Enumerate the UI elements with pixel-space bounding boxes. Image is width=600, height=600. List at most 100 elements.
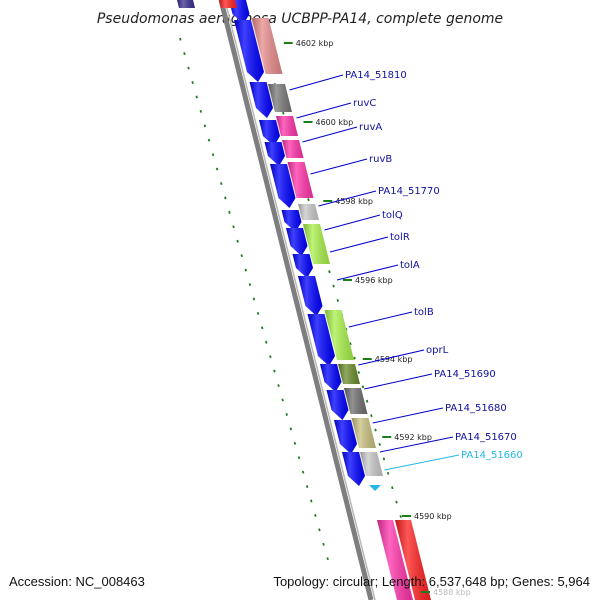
tick-dot — [328, 270, 331, 274]
label-leader-line — [310, 158, 368, 175]
tick-dot — [399, 515, 402, 518]
tick-dot — [215, 167, 219, 171]
tick-dot — [361, 385, 365, 389]
tick-dot — [297, 456, 301, 460]
tick-dot — [382, 457, 386, 461]
gene-block-shade — [344, 388, 368, 414]
tick-dot — [220, 182, 223, 185]
kbp-label: 4600 kbp — [316, 118, 354, 127]
forward-cds-block-shade — [320, 364, 342, 392]
tick-dot — [353, 356, 356, 360]
gene-label[interactable]: tolA — [400, 260, 420, 271]
tick-dot — [395, 500, 398, 504]
label-leader-line — [289, 74, 344, 91]
feature-stub-shade — [177, 0, 195, 8]
forward-cds-block-shade — [298, 276, 323, 316]
gene-label[interactable]: PA14_51770 — [378, 186, 440, 197]
tick-dot — [282, 111, 285, 115]
tick-dot — [293, 441, 297, 445]
kbp-label: 4590 kbp — [414, 512, 452, 521]
gene-label[interactable]: PA14_51810 — [345, 70, 407, 81]
map-title: Pseudomonas aeruginosa UCBPP-PA14, compl… — [97, 11, 503, 27]
tick-dot — [378, 443, 381, 446]
tick-dot — [365, 399, 369, 403]
tick-dot — [307, 198, 310, 202]
tick-dot — [326, 557, 329, 561]
forward-cds-block-shade — [281, 210, 302, 232]
tick-dot — [232, 225, 235, 229]
gene-block-shade — [395, 520, 431, 600]
tick-dot — [357, 371, 360, 374]
label-leader-line — [379, 436, 454, 453]
tick-dot — [228, 210, 231, 214]
tick-dot — [256, 311, 260, 315]
tick-dot — [211, 153, 215, 157]
backbone-line — [218, 0, 374, 600]
gene-block-shade — [298, 204, 319, 220]
accession-text: Accession: NC_008463 — [9, 574, 145, 589]
forward-cds-block-shade — [249, 82, 273, 118]
gene-block-shade — [377, 520, 413, 600]
gene-label[interactable]: ruvB — [369, 154, 392, 165]
gene-label[interactable]: ruvC — [353, 98, 376, 109]
kbp-label: 4592 kbp — [394, 433, 432, 442]
forward-cds-block-shade — [292, 254, 313, 278]
tick-dot — [195, 95, 198, 99]
backbone-highlight — [224, 0, 376, 600]
gene-label[interactable]: tolQ — [382, 210, 403, 221]
genome-backbone — [218, 0, 376, 600]
gene-block-shade — [351, 418, 376, 448]
tick-dot — [391, 486, 394, 490]
tick-dot — [277, 384, 280, 387]
tick-dot — [179, 37, 182, 41]
kbp-tick-marks: 4602 kbp 4600 kbp 4598 kbp 4596 kbp 4594 kbp… — [283, 39, 471, 597]
tick-dot — [332, 284, 335, 288]
gene-label[interactable]: tolB — [414, 307, 434, 318]
tick-dot — [336, 298, 340, 302]
tick-dot — [240, 254, 243, 258]
tick-dot — [187, 66, 190, 70]
highlight-marker — [369, 485, 381, 491]
forward-cds-block-shade — [259, 120, 280, 146]
tick-dot — [322, 542, 325, 546]
tick-dot — [318, 528, 321, 532]
gene-label[interactable]: PA14_51690 — [434, 369, 496, 380]
label-leader-line — [302, 126, 358, 143]
kbp-label: 4588 kbp — [433, 588, 471, 597]
gene-label[interactable]: ruvA — [359, 122, 382, 133]
tick-dot — [260, 326, 264, 330]
tick-dot — [281, 398, 284, 402]
gene-label[interactable]: PA14_51670 — [455, 432, 517, 443]
label-leader-line — [329, 236, 389, 253]
kbp-label: 4598 kbp — [335, 197, 373, 206]
tick-dot — [203, 124, 207, 128]
tick-dot — [265, 340, 268, 344]
gene-label[interactable]: PA14_51660 — [461, 450, 523, 461]
gene-block-shade — [251, 18, 283, 74]
label-leader-line — [296, 102, 352, 119]
label-leader-line — [364, 373, 433, 390]
gene-labels: PA14_51810 ruvC ruvA ruvB PA14_51770 tolQ tolR… — [289, 70, 523, 471]
gene-label[interactable]: tolR — [390, 232, 410, 243]
tick-dot — [199, 109, 203, 113]
gene-label[interactable]: oprL — [426, 345, 449, 356]
tick-dot — [244, 268, 248, 272]
gene-label[interactable]: PA14_51680 — [445, 403, 507, 414]
forward-cds-block-shade — [326, 390, 349, 420]
label-leader-line — [358, 349, 425, 366]
label-leader-line — [384, 454, 460, 471]
kbp-label: 4594 kbp — [375, 355, 413, 364]
label-leader-line — [348, 311, 413, 328]
gene-block-shade — [287, 162, 314, 198]
tick-dot — [248, 283, 252, 286]
gene-features — [177, 0, 431, 600]
gene-block-shade — [303, 224, 330, 264]
tick-dot — [252, 297, 256, 301]
gene-block-shade — [324, 310, 354, 360]
tick-dot — [207, 138, 211, 142]
forward-cds-block-shade — [234, 20, 264, 82]
forward-cds-block-shade — [264, 142, 285, 166]
tick-dot — [224, 196, 227, 200]
tick-dot — [310, 499, 313, 503]
